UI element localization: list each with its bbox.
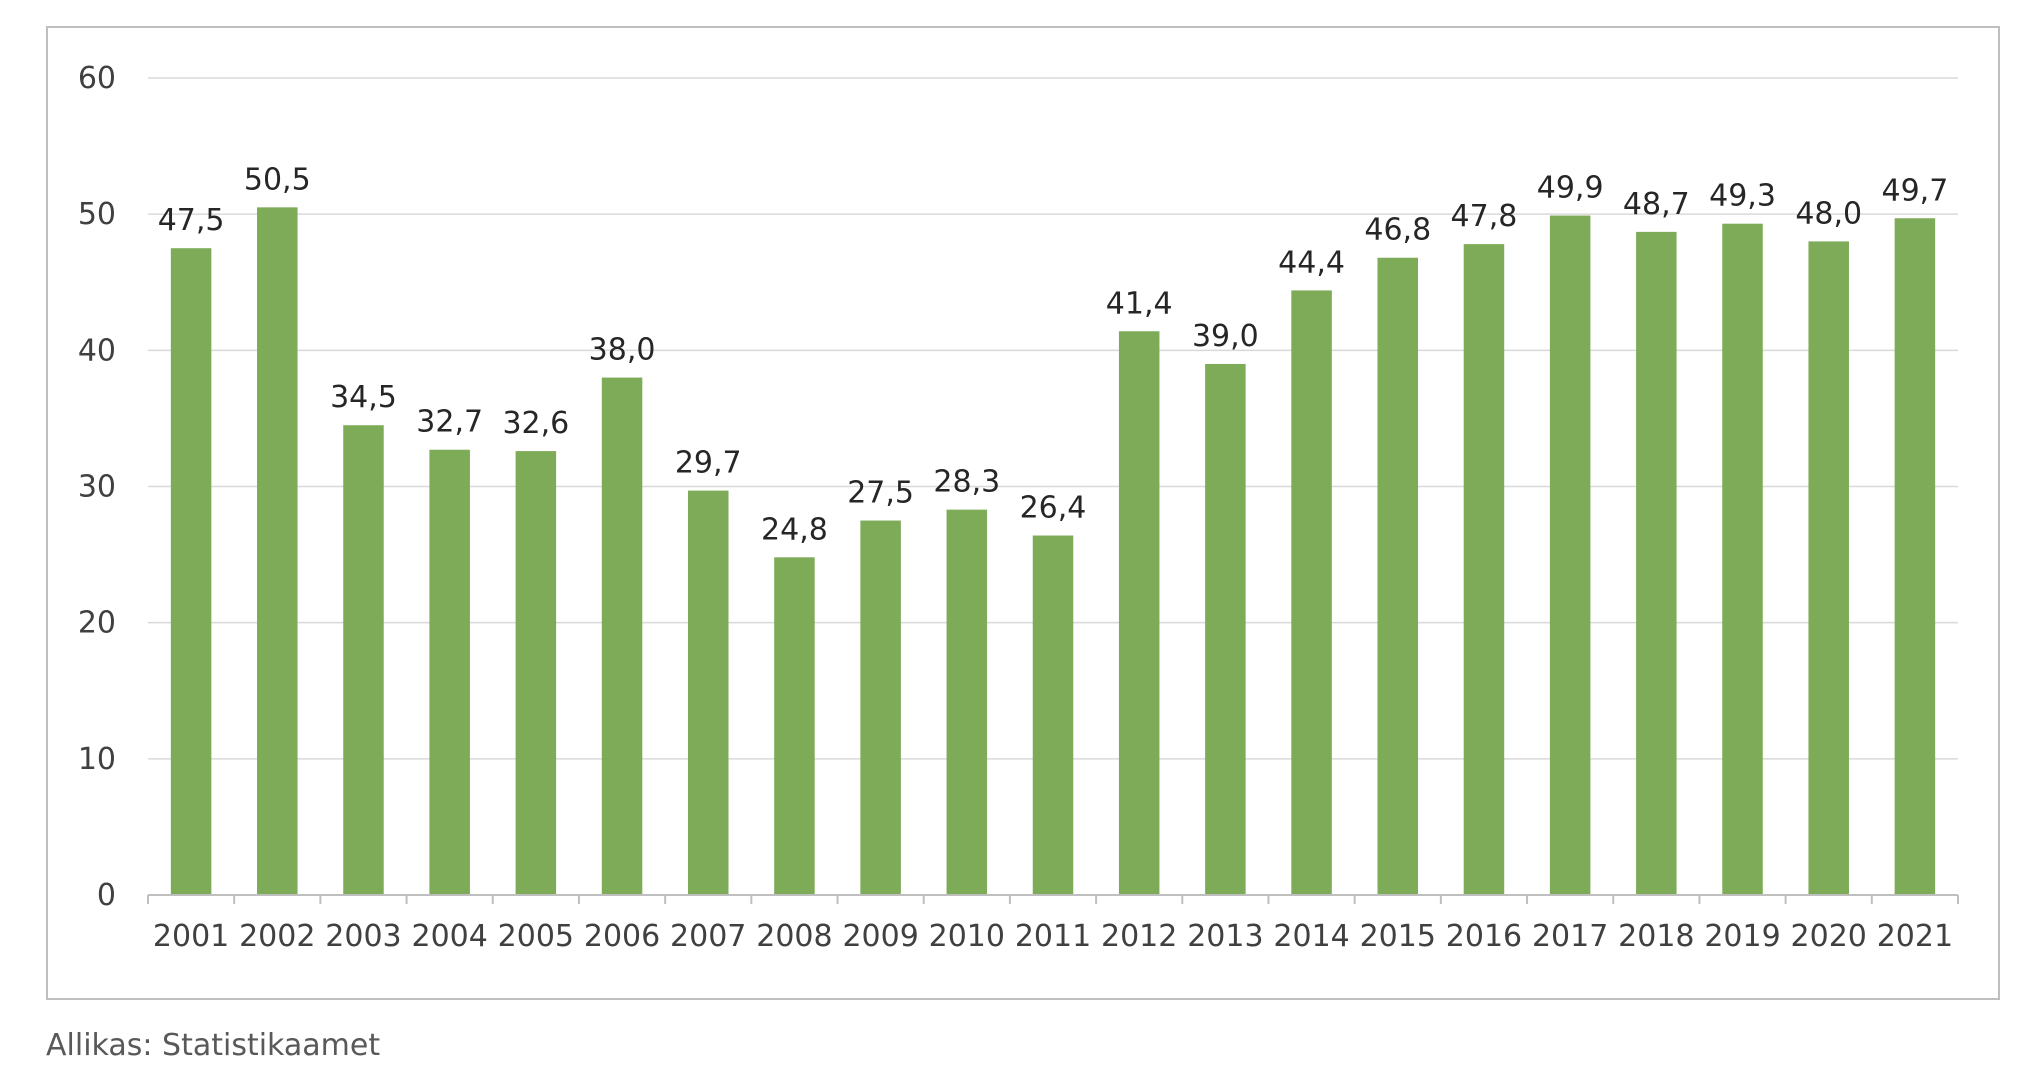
y-tick-label: 60 — [78, 61, 116, 96]
x-tick-label-2003: 2003 — [325, 919, 401, 954]
x-tick-label-2016: 2016 — [1446, 919, 1522, 954]
y-tick-label: 10 — [78, 742, 116, 777]
data-label-2010: 28,3 — [933, 465, 1000, 500]
x-tick-label-2010: 2010 — [929, 919, 1005, 954]
data-label-2002: 50,5 — [244, 162, 311, 197]
bar-2012 — [1118, 331, 1160, 895]
data-label-2014: 44,4 — [1278, 245, 1345, 280]
data-label-2004: 32,7 — [416, 405, 483, 440]
bar-2004 — [429, 449, 470, 895]
x-tick-label-2006: 2006 — [584, 919, 660, 954]
bar-2017 — [1549, 215, 1591, 896]
x-axis-tick-labels: 2001 2002 2003 2004 2005 2006 2007 2008 2009 2010… — [153, 919, 1953, 954]
x-tick-label-2015: 2015 — [1360, 919, 1436, 954]
data-label-2021: 49,7 — [1882, 173, 1949, 208]
data-label-2015: 46,8 — [1364, 213, 1431, 248]
data-label-2013: 39,0 — [1192, 319, 1259, 354]
x-tick-label-2001: 2001 — [153, 919, 229, 954]
bar-2002 — [257, 207, 298, 895]
x-tick-label-2018: 2018 — [1618, 919, 1694, 954]
x-tick-label-2009: 2009 — [842, 919, 918, 954]
bar-2008 — [774, 557, 815, 895]
x-tick-label-2007: 2007 — [670, 919, 746, 954]
data-label-2012: 41,4 — [1106, 286, 1173, 321]
bar-2019 — [1722, 223, 1763, 895]
data-label-2009: 27,5 — [847, 476, 914, 511]
y-tick-label: 50 — [78, 197, 116, 232]
data-label-2008: 24,8 — [761, 512, 828, 547]
x-tick-label-2020: 2020 — [1791, 919, 1867, 954]
bar-2015 — [1377, 257, 1419, 895]
y-axis-tick-labels: 0 10 20 30 40 50 60 — [78, 61, 116, 913]
data-label-2016: 47,8 — [1451, 199, 1518, 234]
data-label-2019: 49,3 — [1709, 179, 1776, 214]
x-tick-label-2002: 2002 — [239, 919, 315, 954]
bar-2014 — [1291, 290, 1332, 895]
x-tick-label-2013: 2013 — [1187, 919, 1263, 954]
bar-2006 — [601, 377, 643, 896]
bar-2020 — [1808, 241, 1849, 895]
bar-2018 — [1636, 231, 1677, 895]
y-tick-label: 20 — [78, 606, 116, 641]
source-note: Allikas: Statistikaamet — [46, 1028, 381, 1063]
bar-2005 — [515, 451, 557, 895]
chart-frame: 0 10 20 30 40 50 60 2001 2002 2003 2004 2005 2006 20… — [46, 26, 2000, 1000]
data-label-2011: 26,4 — [1020, 491, 1087, 526]
x-tick-label-2012: 2012 — [1101, 919, 1177, 954]
y-tick-label: 0 — [97, 878, 116, 913]
y-tick-label: 30 — [78, 470, 116, 505]
x-tick-label-2005: 2005 — [498, 919, 574, 954]
data-label-2020: 48,0 — [1795, 196, 1862, 231]
bar-2021 — [1894, 218, 1936, 896]
data-labels: 47,5 50,5 34,5 32,7 32,6 38,0 29,7 24,8 27,5 28,3… — [158, 162, 1949, 547]
y-tick-label: 40 — [78, 333, 116, 368]
data-label-2018: 48,7 — [1623, 187, 1690, 222]
x-tick-label-2019: 2019 — [1704, 919, 1780, 954]
x-tick-label-2014: 2014 — [1273, 919, 1349, 954]
data-label-2001: 47,5 — [158, 203, 225, 238]
bar-2007 — [687, 490, 729, 895]
data-label-2006: 38,0 — [589, 333, 656, 368]
data-label-2005: 32,6 — [502, 406, 569, 441]
x-axis — [147, 894, 1959, 904]
bars — [170, 207, 1936, 896]
bar-2009 — [860, 520, 901, 895]
bar-2011 — [1032, 535, 1074, 895]
data-label-2003: 34,5 — [330, 380, 397, 415]
x-tick-label-2021: 2021 — [1877, 919, 1953, 954]
data-label-2007: 29,7 — [675, 446, 742, 481]
x-tick-label-2004: 2004 — [411, 919, 487, 954]
bar-2010 — [946, 509, 988, 895]
bar-2013 — [1205, 363, 1246, 895]
x-tick-label-2008: 2008 — [756, 919, 832, 954]
x-tick-label-2011: 2011 — [1015, 919, 1091, 954]
bar-2001 — [170, 248, 212, 896]
bar-2003 — [343, 425, 384, 895]
data-label-2017: 49,9 — [1537, 171, 1604, 206]
bar-2016 — [1463, 244, 1505, 895]
x-tick-label-2017: 2017 — [1532, 919, 1608, 954]
